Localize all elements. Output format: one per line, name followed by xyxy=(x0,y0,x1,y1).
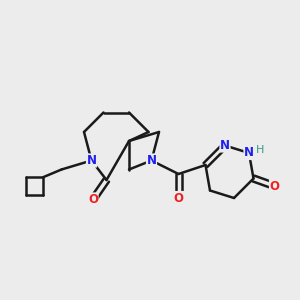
Text: N: N xyxy=(146,154,157,167)
Text: N: N xyxy=(220,139,230,152)
Text: O: O xyxy=(88,193,98,206)
Text: H: H xyxy=(256,145,265,155)
Text: O: O xyxy=(269,179,280,193)
Text: N: N xyxy=(244,146,254,160)
Text: N: N xyxy=(86,154,97,167)
Text: O: O xyxy=(173,191,184,205)
